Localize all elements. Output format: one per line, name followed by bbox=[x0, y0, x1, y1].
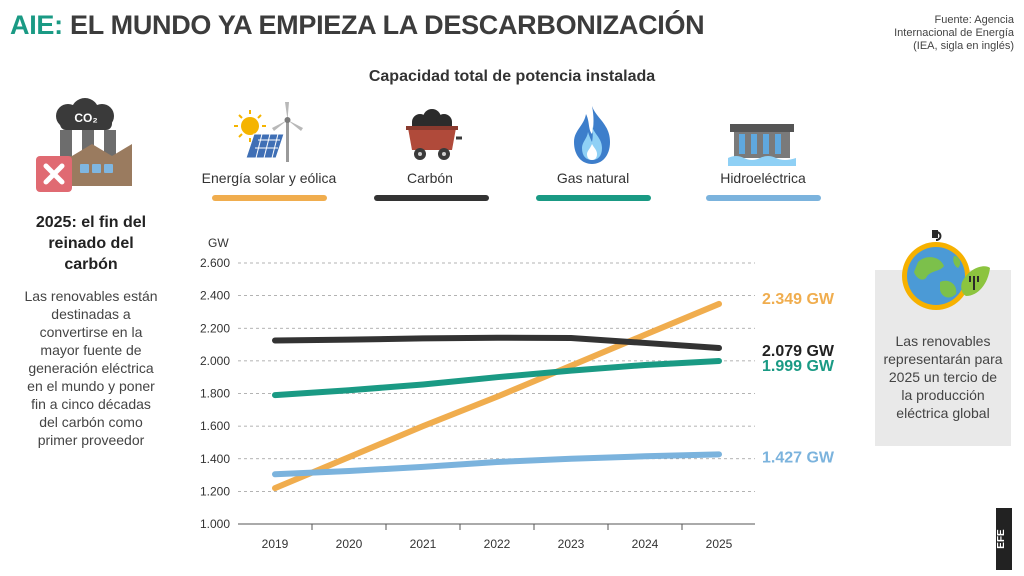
grid-lines bbox=[238, 262, 755, 525]
y-tick-label: 1.200 bbox=[200, 484, 230, 498]
y-tick-label: 2.200 bbox=[200, 321, 230, 335]
y-tick-label: 1.000 bbox=[200, 517, 230, 531]
legend-swatch-hydro bbox=[706, 195, 821, 201]
info-line: la producción bbox=[901, 387, 985, 403]
info-line: 2025 un tercio de bbox=[888, 369, 998, 385]
left-body-line: en el mundo y poner bbox=[27, 378, 155, 394]
x-tick-label: 2020 bbox=[336, 537, 363, 551]
info-line: eléctrica global bbox=[896, 405, 990, 421]
y-tick-label: 2.400 bbox=[200, 289, 230, 303]
series-line bbox=[272, 334, 722, 351]
left-heading-line: reinado del bbox=[48, 235, 134, 252]
series-end-label: 2.349 GW bbox=[762, 291, 835, 308]
y-axis-label: GW bbox=[208, 236, 229, 250]
x-tick-label: 2021 bbox=[410, 537, 437, 551]
left-body-line: del carbón como bbox=[39, 414, 143, 430]
title-main: EL MUNDO YA EMPIEZA LA DESCARBONIZACIÓN bbox=[70, 10, 705, 40]
smoke-cloud-icon bbox=[56, 98, 114, 130]
chart-subtitle: Capacidad total de potencia instalada bbox=[368, 68, 656, 85]
legend-swatch-gas bbox=[536, 195, 651, 201]
coal-cart-icon bbox=[406, 109, 462, 160]
y-tick-label: 2.000 bbox=[200, 354, 230, 368]
brand-logo: EFE bbox=[996, 508, 1012, 570]
series-end-label: 2.079 GW bbox=[762, 343, 835, 360]
source-line: (IEA, sigla en inglés) bbox=[913, 40, 1014, 52]
x-tick-label: 2024 bbox=[632, 537, 659, 551]
legend-label-coal: Carbón bbox=[407, 170, 453, 186]
left-body-text: Las renovables están destinadas a conver… bbox=[12, 287, 170, 449]
series-lines bbox=[272, 300, 722, 492]
x-tick-label: 2022 bbox=[484, 537, 511, 551]
series-line bbox=[272, 358, 722, 399]
left-heading-line: carbón bbox=[64, 256, 118, 273]
y-tick-labels: 1.000 1.200 1.400 1.600 1.800 2.000 2.200 2.400… bbox=[200, 256, 230, 531]
source-line: Fuente: Agencia bbox=[934, 14, 1014, 26]
page-title: AIE: EL MUNDO YA EMPIEZA LA DESCARBONIZA… bbox=[10, 10, 705, 41]
co2-label: CO₂ bbox=[74, 111, 97, 125]
source-note: Fuente: Agencia Internacional de Energía… bbox=[854, 14, 1014, 53]
legend-swatch-solar bbox=[212, 195, 327, 201]
cross-badge-icon bbox=[36, 156, 72, 192]
brand-text: EFE bbox=[996, 529, 1007, 549]
info-line: Las renovables bbox=[895, 333, 991, 349]
left-body-line: primer proveedor bbox=[37, 432, 145, 448]
solar-wind-icon bbox=[234, 102, 303, 162]
left-heading: 2025: el fin del reinado del carbón bbox=[16, 212, 166, 275]
green-globe-icon bbox=[902, 230, 990, 310]
x-tick-label: 2019 bbox=[262, 537, 289, 551]
gas-flame-icon bbox=[574, 106, 610, 164]
title-prefix: AIE: bbox=[10, 10, 63, 40]
series-line bbox=[272, 451, 722, 478]
left-body-line: Las renovables están bbox=[24, 288, 158, 304]
y-tick-label: 1.600 bbox=[200, 419, 230, 433]
legend-label-gas: Gas natural bbox=[556, 170, 630, 186]
left-body-line: destinadas a bbox=[51, 306, 131, 322]
hydro-dam-icon bbox=[728, 124, 796, 166]
series-line bbox=[272, 300, 722, 492]
x-tick-label: 2023 bbox=[558, 537, 585, 551]
legend-label-hydro: Hidroeléctrica bbox=[720, 170, 806, 186]
legend-label-solar: Energía solar y eólica bbox=[201, 170, 337, 186]
left-heading-line: 2025: el fin del bbox=[35, 214, 147, 231]
x-tick-label: 2025 bbox=[706, 537, 733, 551]
left-body-line: generación eléctrica bbox=[28, 360, 154, 376]
info-box-text: Las renovables representarán para 2025 u… bbox=[875, 332, 1011, 422]
series-end-label: 1.427 GW bbox=[762, 449, 835, 466]
end-value-labels: 2.349 GW 2.079 GW1.999 GW 1.427 GW bbox=[762, 291, 835, 466]
left-body-line: mayor fuente de bbox=[40, 342, 142, 358]
series-end-label: 1.999 GW bbox=[762, 358, 835, 375]
legend-swatch-coal bbox=[374, 195, 489, 201]
info-line: representarán para bbox=[883, 351, 1003, 367]
y-tick-label: 1.400 bbox=[200, 452, 230, 466]
x-tick-labels: 2019 2020 2021 2022 2023 2024 2025 bbox=[262, 524, 733, 551]
left-body-line: convertirse en la bbox=[39, 324, 143, 340]
y-tick-label: 2.600 bbox=[200, 256, 230, 270]
left-body-line: fin a cinco décadas bbox=[31, 396, 151, 412]
y-tick-label: 1.800 bbox=[200, 387, 230, 401]
factory-co2-icon: CO₂ bbox=[36, 98, 132, 192]
source-line: Internacional de Energía bbox=[894, 27, 1014, 39]
